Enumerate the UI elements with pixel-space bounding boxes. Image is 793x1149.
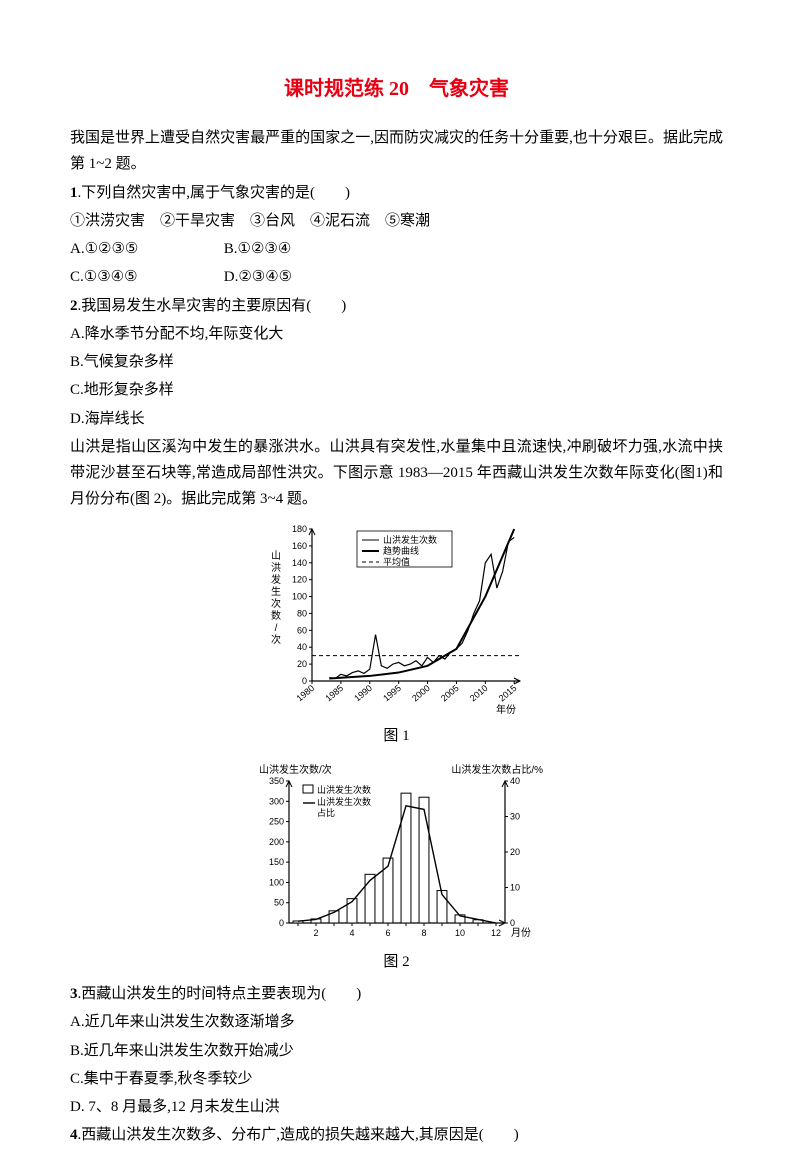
svg-text:洪: 洪	[271, 562, 281, 574]
intro-paragraph-2: 山洪是指山区溪沟中发生的暴涨洪水。山洪具有突发性,水量集中且流速快,冲刷破坏力强…	[70, 434, 723, 513]
svg-text:/: /	[274, 623, 277, 634]
svg-text:趋势曲线: 趋势曲线	[383, 545, 419, 556]
svg-text:0: 0	[510, 918, 515, 928]
q3-stem: .西藏山洪发生的时间特点主要表现为( )	[78, 986, 362, 1002]
svg-text:1990: 1990	[352, 682, 374, 703]
q3-opt-a: A.近几年来山洪发生次数逐渐增多	[70, 1009, 723, 1035]
figure-2-caption: 图 2	[70, 949, 723, 975]
svg-text:2005: 2005	[438, 682, 460, 703]
svg-text:300: 300	[268, 796, 283, 806]
intro-paragraph-1: 我国是世界上遭受自然灾害最严重的国家之一,因而防灾减灾的任务十分重要,也十分艰巨…	[70, 125, 723, 178]
svg-text:2010: 2010	[467, 682, 489, 703]
svg-text:年份: 年份	[496, 703, 516, 716]
svg-text:150: 150	[268, 857, 283, 867]
svg-text:山洪发生次数占比/%: 山洪发生次数占比/%	[451, 763, 543, 776]
figure-1: 0 20 40 60 80 100 120 140 160 180 1980 1985 1990 1995…	[70, 519, 723, 719]
q2-stem: .我国易发生水旱灾害的主要原因有( )	[78, 298, 347, 314]
q4-number: 4	[70, 1127, 78, 1143]
q4-stem: .西藏山洪发生次数多、分布广,造成的损失越来越大,其原因是( )	[78, 1127, 519, 1143]
svg-text:2000: 2000	[410, 682, 432, 703]
question-3: 3.西藏山洪发生的时间特点主要表现为( )	[70, 981, 723, 1007]
svg-text:6: 6	[385, 928, 390, 938]
q1-number: 1	[70, 185, 78, 201]
q1-opt-c: C.①③④⑤	[70, 264, 220, 290]
figure-2: 0 50 100 150 200 250 300 350 0 10 20 30 40 2 4 6 8 10 12 月份…	[70, 755, 723, 945]
svg-text:180: 180	[291, 524, 306, 534]
svg-text:山洪发生次数/次: 山洪发生次数/次	[259, 763, 332, 776]
q2-opt-d: D.海岸线长	[70, 406, 723, 432]
q2-opt-a: A.降水季节分配不均,年际变化大	[70, 321, 723, 347]
svg-text:0: 0	[301, 676, 306, 686]
q2-opt-b: B.气候复杂多样	[70, 349, 723, 375]
svg-text:山洪发生次数: 山洪发生次数	[317, 784, 371, 795]
svg-text:100: 100	[268, 877, 283, 887]
svg-text:160: 160	[291, 540, 306, 550]
svg-text:100: 100	[291, 591, 306, 601]
svg-text:40: 40	[510, 776, 520, 786]
svg-text:0: 0	[278, 918, 283, 928]
q1-options-row1: A.①②③⑤ B.①②③④	[70, 236, 723, 262]
svg-text:1980: 1980	[294, 682, 316, 703]
svg-text:30: 30	[510, 811, 520, 821]
svg-text:250: 250	[268, 816, 283, 826]
svg-text:20: 20	[296, 659, 306, 669]
svg-text:山: 山	[271, 550, 281, 562]
svg-text:10: 10	[510, 882, 520, 892]
q1-opt-d: D.②③④⑤	[224, 264, 374, 290]
q3-opt-b: B.近几年来山洪发生次数开始减少	[70, 1038, 723, 1064]
svg-text:10: 10	[454, 928, 464, 938]
svg-text:120: 120	[291, 574, 306, 584]
q3-number: 3	[70, 986, 78, 1002]
svg-text:12: 12	[490, 928, 500, 938]
q1-stem: .下列自然灾害中,属于气象灾害的是( )	[78, 185, 351, 201]
svg-text:8: 8	[421, 928, 426, 938]
svg-text:次: 次	[271, 597, 281, 610]
question-2: 2.我国易发生水旱灾害的主要原因有( )	[70, 293, 723, 319]
svg-text:140: 140	[291, 557, 306, 567]
svg-text:20: 20	[510, 847, 520, 857]
svg-text:数: 数	[271, 609, 281, 622]
question-4: 4.西藏山洪发生次数多、分布广,造成的损失越来越大,其原因是( )	[70, 1122, 723, 1148]
figure-1-caption: 图 1	[70, 723, 723, 749]
q1-options-row2: C.①③④⑤ D.②③④⑤	[70, 264, 723, 290]
q2-opt-c: C.地形复杂多样	[70, 377, 723, 403]
svg-text:2015: 2015	[496, 682, 518, 703]
svg-text:次: 次	[271, 633, 281, 646]
svg-text:山洪发生次数: 山洪发生次数	[317, 796, 371, 807]
page-title: 课时规范练 20 气象灾害	[70, 72, 723, 107]
svg-text:1985: 1985	[323, 682, 345, 703]
svg-text:占比: 占比	[317, 807, 335, 818]
svg-text:平均值: 平均值	[383, 556, 410, 567]
q1-choices-roman: ①洪涝灾害 ②干旱灾害 ③台风 ④泥石流 ⑤寒潮	[70, 208, 723, 234]
svg-text:4: 4	[349, 928, 354, 938]
q1-opt-a: A.①②③⑤	[70, 236, 220, 262]
svg-text:200: 200	[268, 837, 283, 847]
q1-opt-b: B.①②③④	[224, 236, 374, 262]
svg-text:350: 350	[268, 776, 283, 786]
q3-opt-d: D. 7、8 月最多,12 月未发生山洪	[70, 1094, 723, 1120]
svg-text:1995: 1995	[381, 682, 403, 703]
figure-1-chart: 0 20 40 60 80 100 120 140 160 180 1980 1985 1990 1995…	[262, 519, 532, 719]
question-1: 1.下列自然灾害中,属于气象灾害的是( )	[70, 180, 723, 206]
q2-number: 2	[70, 298, 78, 314]
svg-text:40: 40	[296, 642, 306, 652]
svg-text:60: 60	[296, 625, 306, 635]
svg-text:50: 50	[273, 897, 283, 907]
svg-text:月份: 月份	[511, 927, 531, 939]
svg-text:80: 80	[296, 608, 306, 618]
q3-opt-c: C.集中于春夏季,秋冬季较少	[70, 1066, 723, 1092]
svg-text:2: 2	[313, 928, 318, 938]
svg-text:发: 发	[271, 573, 281, 586]
figure-2-chart: 0 50 100 150 200 250 300 350 0 10 20 30 40 2 4 6 8 10 12 月份…	[247, 755, 547, 945]
svg-text:生: 生	[271, 585, 281, 598]
svg-text:山洪发生次数: 山洪发生次数	[383, 534, 437, 545]
